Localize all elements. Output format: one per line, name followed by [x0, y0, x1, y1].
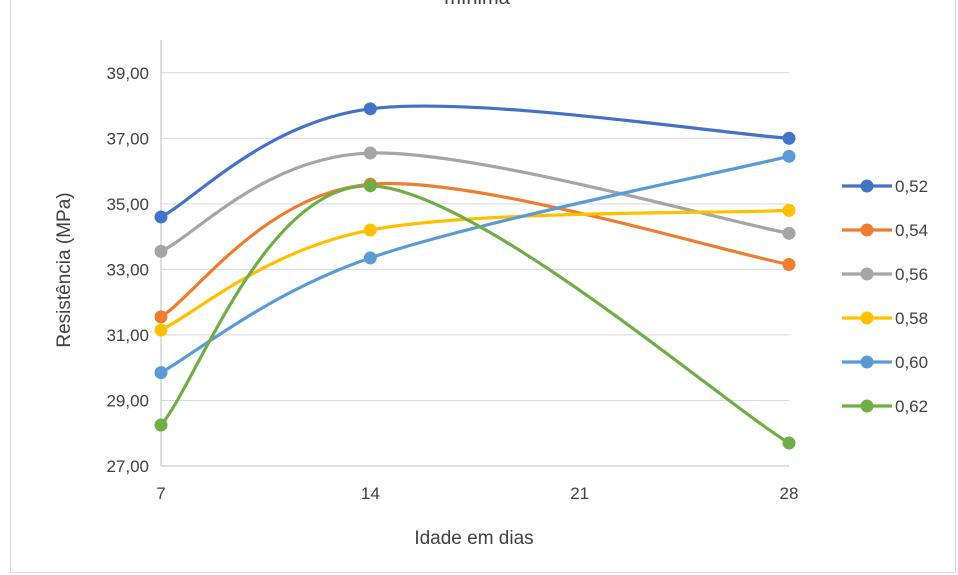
series-1-point [782, 257, 796, 271]
y-tick-label: 27,00 [106, 457, 149, 476]
series-5-point [363, 179, 377, 193]
series-4-point [154, 366, 168, 380]
series-2-point [363, 146, 377, 160]
series-line-2 [159, 151, 791, 253]
series-line-1 [159, 181, 791, 319]
y-tick-label: 37,00 [106, 129, 149, 148]
legend-swatch-marker [860, 311, 874, 325]
legend-label: 0,56 [895, 265, 928, 284]
gridlines [161, 72, 789, 401]
chart-frame [10, 0, 956, 573]
series-5-point [782, 436, 796, 450]
axes [160, 40, 789, 467]
series-line-4 [159, 154, 791, 375]
series-1-point [154, 310, 168, 324]
series-line-5 [159, 184, 791, 445]
legend-label: 0,60 [895, 353, 928, 372]
x-tick-label: 28 [780, 484, 799, 503]
y-axis-title: Resistência (MPa) [54, 192, 75, 347]
legend-swatch-marker [860, 223, 874, 237]
y-tick-label: 33,00 [106, 260, 149, 279]
legend-label: 0,52 [895, 177, 928, 196]
series-line-0 [159, 104, 791, 219]
legend-swatch-marker [860, 355, 874, 369]
series-4-point [782, 149, 796, 163]
series-4-point [363, 251, 377, 265]
legend-label: 0,54 [895, 221, 928, 240]
y-tick-label: 35,00 [106, 195, 149, 214]
legend-swatch-marker [860, 179, 874, 193]
y-tick-label: 39,00 [106, 64, 149, 83]
legend: 0,52 0,54 0,56 0,58 0,60 0,62 [842, 177, 928, 416]
series-3-point [154, 323, 168, 337]
series-3-point [782, 203, 796, 217]
x-tick-label: 21 [570, 484, 589, 503]
series-points [154, 102, 796, 450]
y-tick-label: 29,00 [106, 391, 149, 410]
x-tick-label: 14 [361, 484, 380, 503]
series-2-point [782, 226, 796, 240]
series-5-point [154, 418, 168, 432]
series-2-point [154, 244, 168, 258]
x-tick-labels: 7 14 21 28 [156, 484, 798, 503]
series-lines [159, 104, 791, 445]
x-tick-label: 7 [156, 484, 165, 503]
x-axis-title: Idade em dias [414, 528, 533, 549]
series-0-point [782, 131, 796, 145]
series-0-point [363, 102, 377, 116]
series-3-point [363, 223, 377, 237]
legend-label: 0,58 [895, 309, 928, 328]
y-tick-label: 31,00 [106, 326, 149, 345]
series-line-3 [159, 208, 791, 332]
legend-swatch-marker [860, 399, 874, 413]
chart-title: mínima [444, 0, 510, 9]
series-0-point [154, 210, 168, 224]
legend-swatch-marker [860, 267, 874, 281]
legend-label: 0,62 [895, 397, 928, 416]
y-tick-labels: 27,00 29,00 31,00 33,00 35,00 37,00 39,00 [106, 64, 149, 476]
